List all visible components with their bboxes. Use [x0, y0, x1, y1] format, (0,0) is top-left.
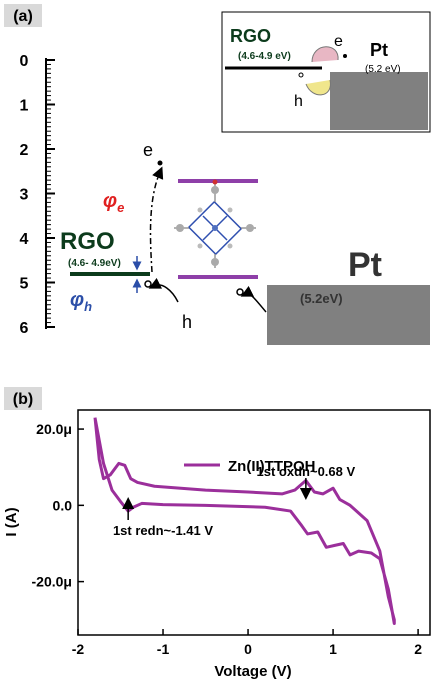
energy-tick-label: 4 [20, 231, 29, 248]
rgo-label: RGO [60, 228, 115, 255]
energy-tick-label: 3 [20, 187, 29, 204]
inset-rgo-label: RGO [230, 26, 271, 46]
inset-electron: e [334, 33, 343, 50]
inset-hole: h [294, 93, 303, 110]
hole-arrow [246, 294, 266, 312]
pt-block [267, 285, 430, 345]
panel-label: (a) [13, 8, 33, 25]
hole-arrow [154, 285, 178, 302]
phi-e-sub: e [117, 200, 124, 215]
hole-dot [237, 289, 243, 295]
x-tick-label: -2 [72, 641, 85, 657]
figure: (a) 0 1 2 3 4 5 6 RGO (4.6-4.9 eV) e h Pt (5.2… [0, 0, 439, 683]
phi-h-symbol: φ [70, 289, 84, 311]
panel-label: (b) [13, 391, 33, 408]
inset-pt-label: Pt [370, 40, 388, 60]
energy-tick-label: 5 [20, 276, 29, 293]
phi-e: φe [103, 190, 124, 215]
x-axis-label: Voltage (V) [214, 663, 291, 680]
pt-value: (5.2eV) [300, 291, 343, 306]
hole-dot [145, 281, 151, 287]
phi-h: φh [70, 289, 92, 314]
cv-curve [95, 418, 394, 624]
inset-rgo-range: (4.6-4.9 eV) [238, 51, 291, 62]
x-tick-label: -1 [157, 641, 170, 657]
energy-axis: 0 1 2 3 4 5 6 [20, 53, 55, 337]
annotation-text: 1st oxdn~0.68 V [257, 464, 356, 479]
inset-electron-dot [343, 54, 347, 58]
phi-e-symbol: φ [103, 190, 117, 212]
y-axis-label: I (A) [3, 507, 20, 536]
x-tick-label: 0 [244, 641, 252, 657]
electron-path [150, 172, 160, 272]
electron-dot [158, 161, 163, 166]
annotation-text: 1st redn~-1.41 V [113, 523, 213, 538]
hole-label: h [182, 312, 192, 332]
y-tick-label: -20.0μ [32, 574, 72, 590]
rgo-range: (4.6- 4.9eV) [68, 258, 121, 269]
x-tick-label: 2 [414, 641, 422, 657]
x-tick-label: 1 [329, 641, 337, 657]
y-tick-label: 0.0 [53, 497, 73, 513]
inset-pt-block [330, 72, 428, 130]
energy-tick-label: 2 [20, 142, 29, 159]
phi-h-sub: h [84, 299, 92, 314]
porphyrin-molecule [174, 180, 256, 269]
energy-tick-label: 6 [20, 320, 29, 337]
y-tick-label: 20.0μ [36, 421, 72, 437]
energy-tick-label: 1 [20, 98, 29, 115]
energy-tick-label: 0 [20, 53, 29, 70]
inset-pt-value: (5.2 eV) [365, 64, 401, 75]
electron-label: e [143, 140, 153, 160]
pt-label: Pt [348, 246, 382, 284]
